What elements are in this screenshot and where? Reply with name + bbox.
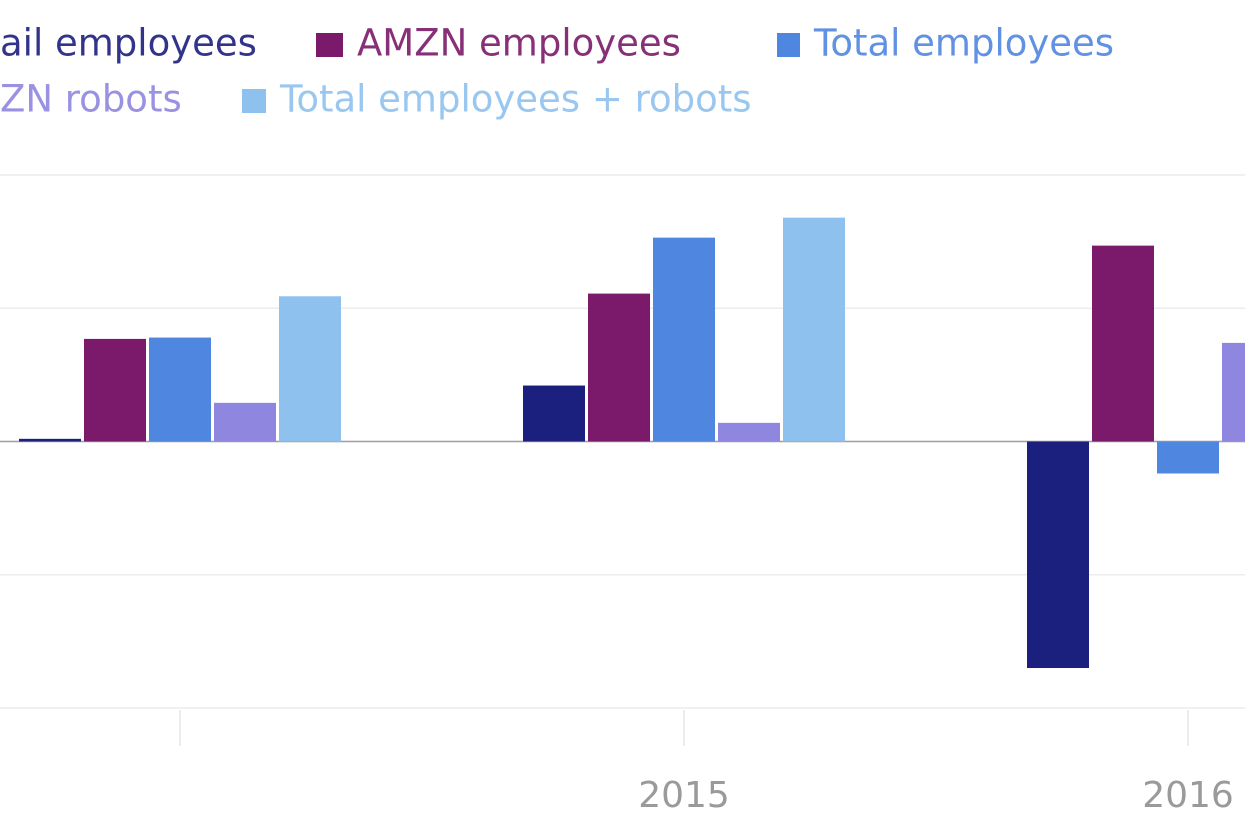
bar <box>523 385 585 442</box>
bar <box>653 237 715 442</box>
legend-swatch <box>777 33 800 57</box>
bar <box>214 402 276 442</box>
bar <box>588 293 650 442</box>
bar <box>84 338 146 442</box>
legend-label: ZN robots <box>0 78 182 121</box>
x-tick-label: 2016 <box>1142 775 1234 816</box>
bar <box>149 337 211 442</box>
legend-swatch <box>316 33 343 57</box>
bar <box>1027 441 1089 669</box>
legend-label: ail employees <box>0 22 257 65</box>
bar <box>279 296 341 442</box>
bar <box>718 422 780 442</box>
legend-label: Total employees <box>813 22 1114 65</box>
legend-label: Total employees + robots <box>279 78 752 121</box>
bar <box>783 217 845 442</box>
bar <box>1157 441 1219 474</box>
legend-label: AMZN employees <box>357 22 681 65</box>
legend-swatch <box>242 89 266 113</box>
bar <box>1092 245 1154 442</box>
x-tick-label: 2015 <box>638 775 730 816</box>
bar <box>19 438 81 442</box>
bar <box>1222 342 1245 442</box>
